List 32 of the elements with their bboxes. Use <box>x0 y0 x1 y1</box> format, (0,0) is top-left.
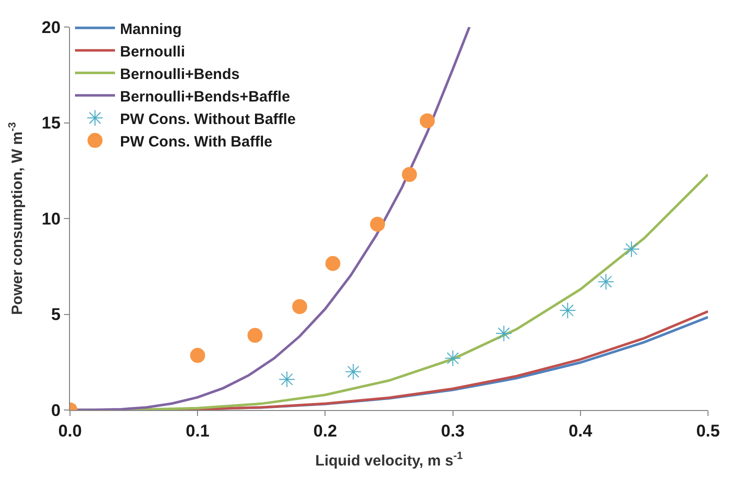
x-tick-label: 0.2 <box>313 421 338 440</box>
point <box>190 348 206 363</box>
point <box>248 328 263 343</box>
x-tick-label: 0.1 <box>186 421 210 440</box>
legend-label: PW Cons. With Baffle <box>120 133 272 150</box>
x-tick-label: 0.5 <box>696 421 720 440</box>
legend-label: Bernoulli <box>120 43 186 60</box>
x-tick-label: 0.4 <box>568 421 593 440</box>
x-tick-label: 0.0 <box>58 421 82 440</box>
x-axis-title: Liquid velocity, m s$^{-1}$ <box>315 450 463 470</box>
point <box>559 302 576 319</box>
legend-label: Bernoulli+Bends+Baffle <box>120 88 290 106</box>
legend-label: Manning <box>120 20 182 38</box>
y-tick-label: 15 <box>42 114 61 133</box>
point <box>420 113 435 128</box>
point <box>292 299 308 314</box>
y-tick-label: 20 <box>42 18 61 37</box>
point <box>496 325 512 342</box>
point <box>402 166 417 182</box>
point <box>325 256 340 271</box>
y-tick-label: 0 <box>51 400 61 420</box>
point <box>278 371 296 388</box>
legend-label: Bernoulli+Bends <box>120 66 240 83</box>
y-tick-label: 10 <box>42 209 61 228</box>
point <box>623 240 640 258</box>
point <box>598 273 614 290</box>
point <box>444 350 462 367</box>
point <box>344 363 362 380</box>
x-tick-label: 0.3 <box>440 421 465 440</box>
legend-label: PW Cons. Without Baffle <box>120 110 296 128</box>
point <box>370 216 386 232</box>
y-tick-label: 5 <box>51 305 61 324</box>
